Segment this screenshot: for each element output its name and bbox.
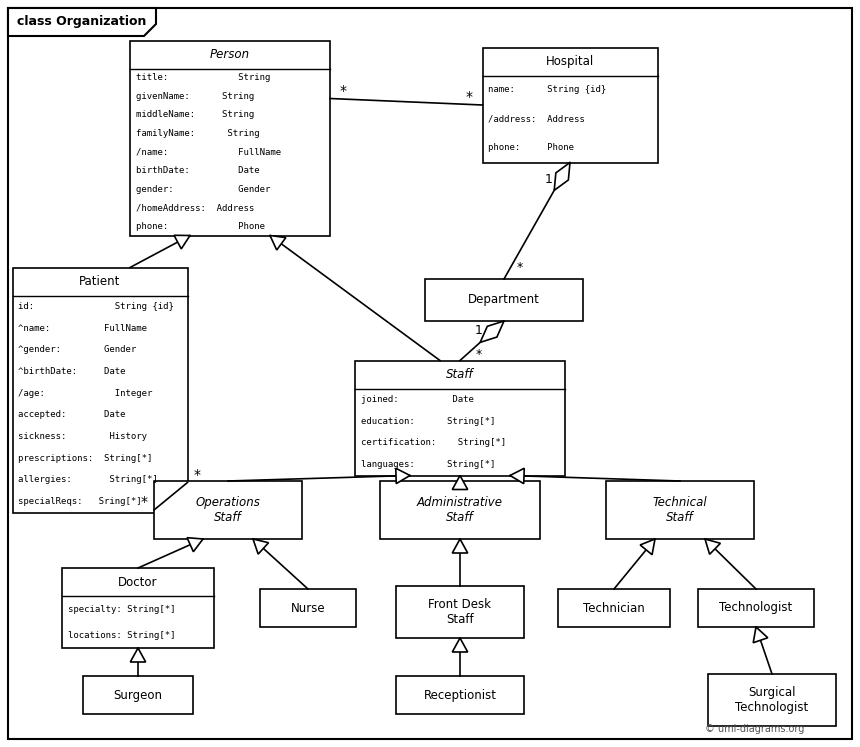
Text: /homeAddress:  Address: /homeAddress: Address xyxy=(136,203,255,212)
Bar xyxy=(260,589,356,627)
Bar xyxy=(425,279,583,321)
Text: familyName:      String: familyName: String xyxy=(136,129,260,138)
Text: certification:    String[*]: certification: String[*] xyxy=(361,438,507,447)
Text: Staff: Staff xyxy=(446,368,474,381)
Text: joined:          Date: joined: Date xyxy=(361,395,474,404)
Text: /age:             Integer: /age: Integer xyxy=(19,388,153,397)
Bar xyxy=(606,481,754,539)
Text: Technical
Staff: Technical Staff xyxy=(653,496,707,524)
Text: Hospital: Hospital xyxy=(546,55,594,68)
Polygon shape xyxy=(253,539,268,554)
Text: specialty: String[*]: specialty: String[*] xyxy=(68,604,175,613)
Text: Nurse: Nurse xyxy=(291,601,325,615)
Text: class Organization: class Organization xyxy=(17,16,147,28)
Bar xyxy=(62,568,214,648)
Text: phone:             Phone: phone: Phone xyxy=(136,222,265,231)
Text: Doctor: Doctor xyxy=(119,575,157,589)
Polygon shape xyxy=(396,468,410,483)
Text: 1: 1 xyxy=(475,323,482,337)
Text: Administrative
Staff: Administrative Staff xyxy=(417,496,503,524)
Bar xyxy=(482,48,658,163)
Text: locations: String[*]: locations: String[*] xyxy=(68,630,175,639)
Bar xyxy=(558,589,670,627)
Polygon shape xyxy=(640,539,655,555)
Polygon shape xyxy=(554,163,570,190)
Text: id:               String {id}: id: String {id} xyxy=(19,302,175,311)
Polygon shape xyxy=(510,468,525,483)
Polygon shape xyxy=(705,539,721,554)
Bar xyxy=(396,586,524,638)
Text: sickness:        History: sickness: History xyxy=(19,432,148,441)
Text: *: * xyxy=(476,348,482,361)
Text: prescriptions:  String[*]: prescriptions: String[*] xyxy=(19,453,153,462)
Text: givenName:      String: givenName: String xyxy=(136,92,255,101)
Text: *: * xyxy=(141,495,148,509)
Polygon shape xyxy=(452,638,468,652)
Text: Department: Department xyxy=(468,294,540,306)
Text: languages:      String[*]: languages: String[*] xyxy=(361,460,495,469)
Polygon shape xyxy=(8,8,156,36)
Text: phone:     Phone: phone: Phone xyxy=(488,143,574,152)
Text: © uml-diagrams.org: © uml-diagrams.org xyxy=(705,724,805,734)
Polygon shape xyxy=(452,539,468,553)
Text: *: * xyxy=(465,90,472,104)
Text: Surgical
Technologist: Surgical Technologist xyxy=(735,686,808,714)
Polygon shape xyxy=(480,321,504,342)
Text: Person: Person xyxy=(210,48,250,61)
Text: Technician: Technician xyxy=(583,601,645,615)
Text: Front Desk
Staff: Front Desk Staff xyxy=(428,598,492,626)
Bar xyxy=(708,674,836,726)
Polygon shape xyxy=(131,648,145,662)
Text: specialReqs:   Sring[*]: specialReqs: Sring[*] xyxy=(19,498,142,506)
Text: Receptionist: Receptionist xyxy=(423,689,496,701)
Text: middleName:     String: middleName: String xyxy=(136,111,255,120)
Text: 1: 1 xyxy=(545,173,553,186)
Polygon shape xyxy=(174,235,190,249)
Polygon shape xyxy=(270,235,286,250)
Text: Operations
Staff: Operations Staff xyxy=(195,496,261,524)
Text: /address:  Address: /address: Address xyxy=(488,114,586,123)
Bar xyxy=(355,361,565,476)
Text: /name:             FullName: /name: FullName xyxy=(136,147,281,157)
Bar xyxy=(130,40,330,235)
Text: education:      String[*]: education: String[*] xyxy=(361,417,495,426)
Text: allergies:       String[*]: allergies: String[*] xyxy=(19,475,158,485)
Bar xyxy=(380,481,540,539)
Text: birthDate:         Date: birthDate: Date xyxy=(136,166,260,175)
Text: ^name:          FullName: ^name: FullName xyxy=(19,323,148,332)
Bar xyxy=(13,267,187,512)
Text: Patient: Patient xyxy=(79,275,120,288)
Polygon shape xyxy=(452,476,468,489)
Text: title:             String: title: String xyxy=(136,73,270,82)
Text: Surgeon: Surgeon xyxy=(114,689,163,701)
Bar xyxy=(396,676,524,714)
Text: *: * xyxy=(517,261,523,274)
Text: accepted:       Date: accepted: Date xyxy=(19,410,126,419)
Polygon shape xyxy=(187,538,203,552)
Text: *: * xyxy=(340,84,347,98)
Text: *: * xyxy=(194,468,200,482)
Text: ^gender:        Gender: ^gender: Gender xyxy=(19,345,137,354)
Text: ^birthDate:     Date: ^birthDate: Date xyxy=(19,367,126,376)
Bar xyxy=(83,676,193,714)
Text: Technologist: Technologist xyxy=(719,601,793,615)
Text: name:      String {id}: name: String {id} xyxy=(488,85,607,95)
Text: gender:            Gender: gender: Gender xyxy=(136,185,270,193)
Bar xyxy=(698,589,814,627)
Polygon shape xyxy=(753,627,768,642)
Bar xyxy=(154,481,302,539)
